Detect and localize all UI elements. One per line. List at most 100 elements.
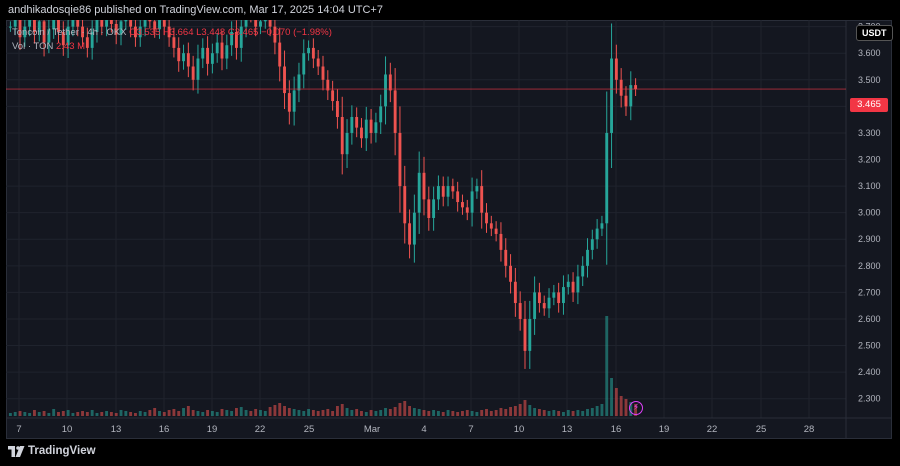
volume-bar bbox=[81, 411, 84, 416]
candle-body bbox=[283, 66, 286, 94]
volume-bar bbox=[557, 411, 561, 416]
volume-bar bbox=[369, 410, 373, 416]
volume-bar bbox=[360, 411, 363, 416]
volume-bar bbox=[480, 410, 484, 416]
volume-bar bbox=[311, 410, 315, 416]
candle-body bbox=[114, 23, 118, 35]
candle-body bbox=[509, 265, 512, 282]
volume-bar bbox=[542, 410, 546, 416]
time-tick-label: 28 bbox=[804, 424, 815, 435]
candle-body bbox=[61, 31, 65, 46]
volume-bar bbox=[158, 411, 161, 416]
tradingview-brand[interactable]: TradingView bbox=[28, 445, 96, 457]
candle-body bbox=[513, 281, 517, 304]
lightning-alert-icon[interactable]: ⚡ bbox=[629, 401, 643, 415]
candle-body bbox=[355, 116, 359, 128]
volume-bar bbox=[364, 412, 368, 416]
candle-body bbox=[340, 116, 344, 155]
volume-bar bbox=[610, 378, 613, 416]
candlestick-chart[interactable]: 3.7003.6003.5003.4003.3003.2003.1003.000… bbox=[6, 20, 892, 439]
candle-body bbox=[52, 20, 56, 30]
candle-body bbox=[331, 90, 335, 102]
volume-bar bbox=[379, 410, 383, 416]
time-tick-label: 13 bbox=[111, 424, 122, 435]
volume-bar bbox=[489, 411, 493, 416]
candle-body bbox=[230, 31, 234, 46]
volume-bar bbox=[201, 412, 205, 416]
currency-unit-badge[interactable]: USDT bbox=[856, 25, 893, 41]
candle-body bbox=[417, 172, 421, 213]
volume-bar bbox=[186, 406, 190, 416]
time-tick-label: 4 bbox=[421, 424, 426, 435]
volume-bar bbox=[499, 408, 503, 416]
candle-body bbox=[595, 228, 599, 240]
volume-bar bbox=[42, 411, 46, 416]
candle-body bbox=[8, 26, 12, 28]
candle-body bbox=[172, 37, 176, 48]
volume-bar bbox=[129, 412, 133, 416]
candle-body bbox=[451, 186, 455, 192]
price-tick-label: 2.900 bbox=[858, 234, 881, 244]
volume-bar bbox=[239, 407, 243, 416]
candle-body bbox=[100, 20, 104, 27]
candle-body bbox=[225, 45, 229, 59]
candle-body bbox=[581, 265, 585, 277]
candle-body bbox=[393, 90, 397, 133]
time-tick-label: 25 bbox=[756, 424, 767, 435]
price-tick-label: 2.700 bbox=[858, 287, 881, 297]
volume-bar bbox=[259, 410, 262, 416]
candle-body bbox=[475, 186, 479, 192]
candle-body bbox=[182, 53, 185, 62]
candle-body bbox=[547, 297, 551, 309]
volume-bar bbox=[614, 388, 618, 416]
volume-bar bbox=[138, 411, 142, 416]
candle-body bbox=[427, 199, 431, 218]
volume-bar bbox=[225, 410, 229, 416]
candle-body bbox=[489, 223, 493, 229]
candle-body bbox=[571, 281, 575, 293]
volume-bar bbox=[427, 411, 431, 416]
tradingview-logo-icon[interactable] bbox=[8, 446, 26, 459]
time-tick-label: 7 bbox=[16, 424, 21, 435]
candle-body bbox=[297, 74, 301, 91]
candle-body bbox=[148, 20, 152, 22]
candle-body bbox=[523, 318, 527, 351]
volume-bar bbox=[321, 410, 325, 416]
volume-bar bbox=[537, 409, 541, 416]
volume-bar bbox=[124, 411, 128, 416]
volume-bar bbox=[57, 412, 60, 416]
candle-body bbox=[504, 249, 508, 266]
volume-bar bbox=[134, 413, 137, 416]
symbol-legend[interactable]: Toncoin / Tether · 4h · OKX O3.535 H3.66… bbox=[12, 27, 332, 38]
volume-bar bbox=[388, 409, 392, 416]
price-tick-label: 2.300 bbox=[858, 394, 881, 404]
candle-body bbox=[273, 26, 277, 43]
time-tick-label: 7 bbox=[468, 424, 473, 435]
volume-bar bbox=[297, 410, 301, 416]
candle-body bbox=[629, 85, 633, 107]
volume-bar bbox=[167, 410, 171, 416]
candle-body bbox=[28, 20, 32, 27]
volume-bar bbox=[278, 403, 282, 416]
volume-bar bbox=[576, 410, 580, 416]
volume-legend[interactable]: Vol · TON 2.43 M bbox=[12, 41, 85, 52]
candle-body bbox=[201, 47, 205, 59]
candle-body bbox=[311, 47, 315, 59]
candle-body bbox=[37, 21, 41, 32]
volume-bar bbox=[509, 407, 512, 416]
chart-pane[interactable] bbox=[6, 20, 892, 439]
candle-body bbox=[259, 21, 262, 27]
candle-body bbox=[158, 20, 161, 30]
candle-body bbox=[326, 79, 330, 91]
volume-bar bbox=[210, 411, 214, 416]
volume-bar bbox=[345, 408, 349, 416]
time-tick-label: 16 bbox=[611, 424, 622, 435]
volume-bar bbox=[18, 411, 22, 416]
published-line: andhikadosqie86 published on TradingView… bbox=[8, 4, 383, 16]
candle-body bbox=[465, 207, 469, 213]
candle-body bbox=[576, 276, 580, 293]
candle-body bbox=[186, 53, 190, 67]
symbol-name[interactable]: Toncoin / Tether · 4h · OKX bbox=[12, 27, 127, 38]
candle-body bbox=[191, 66, 195, 80]
price-tick-label: 2.400 bbox=[858, 367, 881, 377]
